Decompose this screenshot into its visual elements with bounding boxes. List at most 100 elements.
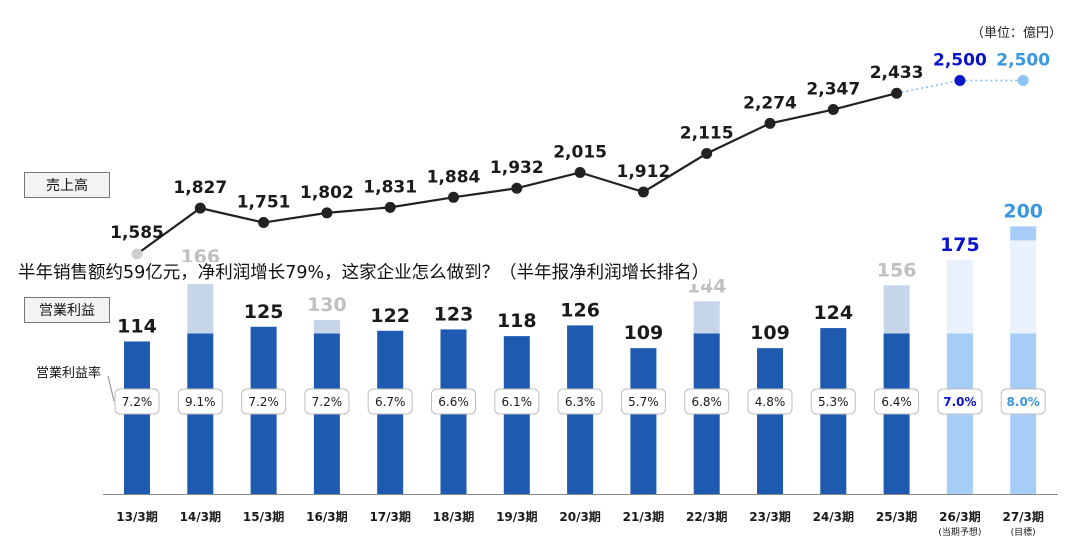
operating-profit-value-label: 126 bbox=[560, 299, 600, 321]
sales-point bbox=[1017, 75, 1029, 87]
x-tick-label: 17/3期 bbox=[369, 509, 410, 524]
sales-point bbox=[637, 186, 649, 198]
operating-profit-value-label: 175 bbox=[940, 234, 980, 256]
operating-profit-value-label: 109 bbox=[750, 322, 790, 344]
operating-margin-label: 7.2% bbox=[312, 395, 343, 409]
operating-margin-label: 7.2% bbox=[248, 395, 279, 409]
operating-margin-label: 8.0% bbox=[1007, 395, 1040, 409]
operating-margin-label: 9.1% bbox=[185, 395, 216, 409]
x-tick-label: 15/3期 bbox=[243, 509, 284, 524]
operating-profit-value-label: 114 bbox=[117, 315, 157, 337]
operating-margin-box bbox=[1000, 388, 1046, 415]
x-tick-label: 21/3期 bbox=[623, 509, 664, 524]
x-tick-sublabel: (当期予想) bbox=[938, 526, 981, 538]
sales-point bbox=[258, 217, 270, 229]
operating-margin-box bbox=[241, 388, 287, 415]
x-tick-label: 26/3期 bbox=[939, 509, 980, 524]
sales-line-group: 1,585 1,827 1,751 1,802 1,831 1,884 1,932 2,015… bbox=[110, 51, 1050, 260]
sales-value-label: 2,500 bbox=[996, 51, 1050, 71]
x-axis-group: 13/3期 14/3期 15/3期 16/3期 17/3期 18/3期 19/3期 20/3期… bbox=[103, 494, 1058, 538]
sales-point bbox=[194, 202, 206, 214]
operating-margin-label: 5.3% bbox=[818, 395, 849, 409]
operating-margin-label: 7.2% bbox=[122, 395, 153, 409]
operating-margin-box bbox=[937, 388, 983, 415]
sales-value-label: 1,585 bbox=[110, 223, 164, 243]
sales-value-label: 2,015 bbox=[553, 142, 607, 162]
operating-margin-box bbox=[177, 388, 223, 415]
operating-margin-box bbox=[494, 388, 540, 415]
sales-legend-tag: 売上高 bbox=[24, 172, 110, 198]
x-tick-label: 19/3期 bbox=[496, 509, 537, 524]
sales-value-label: 2,347 bbox=[806, 80, 860, 100]
sales-forecast-line bbox=[896, 79, 1024, 95]
sales-value-label: 2,500 bbox=[933, 51, 987, 71]
operating-profit-value-label: 200 bbox=[1003, 200, 1043, 222]
operating-profit-bar-upper bbox=[883, 285, 910, 334]
operating-margin-box bbox=[810, 388, 856, 415]
x-tick-label: 25/3期 bbox=[876, 509, 917, 524]
operating-profit-bar bbox=[630, 348, 657, 494]
operating-profit-value-label: 124 bbox=[813, 302, 853, 324]
x-tick-label: 18/3期 bbox=[433, 509, 474, 524]
x-tick-label: 20/3期 bbox=[559, 509, 600, 524]
operating-margin-box bbox=[557, 388, 603, 415]
operating-profit-bar bbox=[124, 341, 150, 494]
operating-profit-value-label: 123 bbox=[434, 303, 474, 325]
margin-leader-line bbox=[107, 375, 115, 402]
operating-profit-bar bbox=[503, 336, 530, 494]
x-tick-label: 23/3期 bbox=[749, 509, 790, 524]
operating-margin-label: 6.1% bbox=[502, 395, 533, 409]
sales-point bbox=[448, 191, 459, 203]
x-tick-label: 27/3期 bbox=[1002, 509, 1043, 524]
sales-point bbox=[764, 117, 776, 129]
operating-margin-box bbox=[684, 388, 730, 415]
operating-margin-box bbox=[367, 388, 413, 415]
operating-margin-label: 6.4% bbox=[881, 395, 912, 409]
operating-margin-label: 4.8% bbox=[755, 395, 786, 409]
x-tick-label: 22/3期 bbox=[686, 509, 727, 524]
sales-point bbox=[384, 201, 396, 213]
operating-margin-box bbox=[874, 388, 920, 415]
operating-margin-label: 6.8% bbox=[691, 395, 722, 409]
sales-point bbox=[131, 248, 143, 260]
sales-point bbox=[321, 207, 333, 219]
sales-point bbox=[511, 182, 523, 194]
operating-margin-box bbox=[304, 388, 350, 415]
operating-profit-bar-upper bbox=[1010, 226, 1037, 334]
operating-profit-bar-upper bbox=[693, 301, 720, 334]
sales-value-label: 1,831 bbox=[363, 177, 417, 197]
sales-point bbox=[574, 166, 586, 178]
operating-margin-box bbox=[431, 388, 476, 415]
sales-value-label: 2,115 bbox=[680, 124, 734, 144]
operating-margin-label: 7.0% bbox=[943, 395, 976, 409]
sales-value-label: 1,802 bbox=[300, 183, 354, 203]
sales-point bbox=[827, 104, 839, 116]
operating-profit-value-label: 130 bbox=[307, 294, 347, 316]
operating-margin-label: 6.3% bbox=[565, 395, 596, 409]
unit-label: （単位：億円） bbox=[970, 26, 1062, 41]
operating-margin-box bbox=[620, 388, 666, 415]
sales-value-label: 2,433 bbox=[870, 63, 924, 83]
x-tick-label: 14/3期 bbox=[180, 509, 221, 524]
sales-value-label: 1,884 bbox=[427, 167, 481, 187]
margin-labels-group: 7.2% 9.1% 7.2% 7.2% 6.7% 6.6% 6.1% 6.3% 5.7% 6.8%… bbox=[107, 375, 1046, 415]
operating-profit-value-label: 118 bbox=[497, 310, 537, 332]
sales-value-label: 1,932 bbox=[490, 158, 544, 178]
x-tick-label: 13/3期 bbox=[116, 509, 157, 524]
sales-point bbox=[954, 75, 966, 87]
operating-margin-legend-label: 営業利益率 bbox=[36, 366, 102, 381]
operating-profit-bar-upper bbox=[313, 320, 340, 334]
operating-profit-value-label: 125 bbox=[244, 301, 284, 323]
sales-point bbox=[701, 148, 713, 160]
operating-profit-bar-upper bbox=[946, 259, 973, 334]
operating-profit-bar-cap bbox=[1010, 226, 1037, 241]
operating-margin-box bbox=[114, 388, 160, 415]
operating-profit-bar bbox=[757, 348, 783, 494]
x-tick-sublabel: (目標) bbox=[1011, 526, 1036, 538]
x-tick-label: 16/3期 bbox=[306, 509, 347, 524]
sales-value-label: 1,827 bbox=[173, 178, 227, 198]
sales-value-label: 2,274 bbox=[743, 93, 797, 113]
headline-overlay: 半年销售额约59亿元，净利润增长79%，这家企业怎么做到？（半年报净利润增长排名… bbox=[18, 262, 710, 284]
